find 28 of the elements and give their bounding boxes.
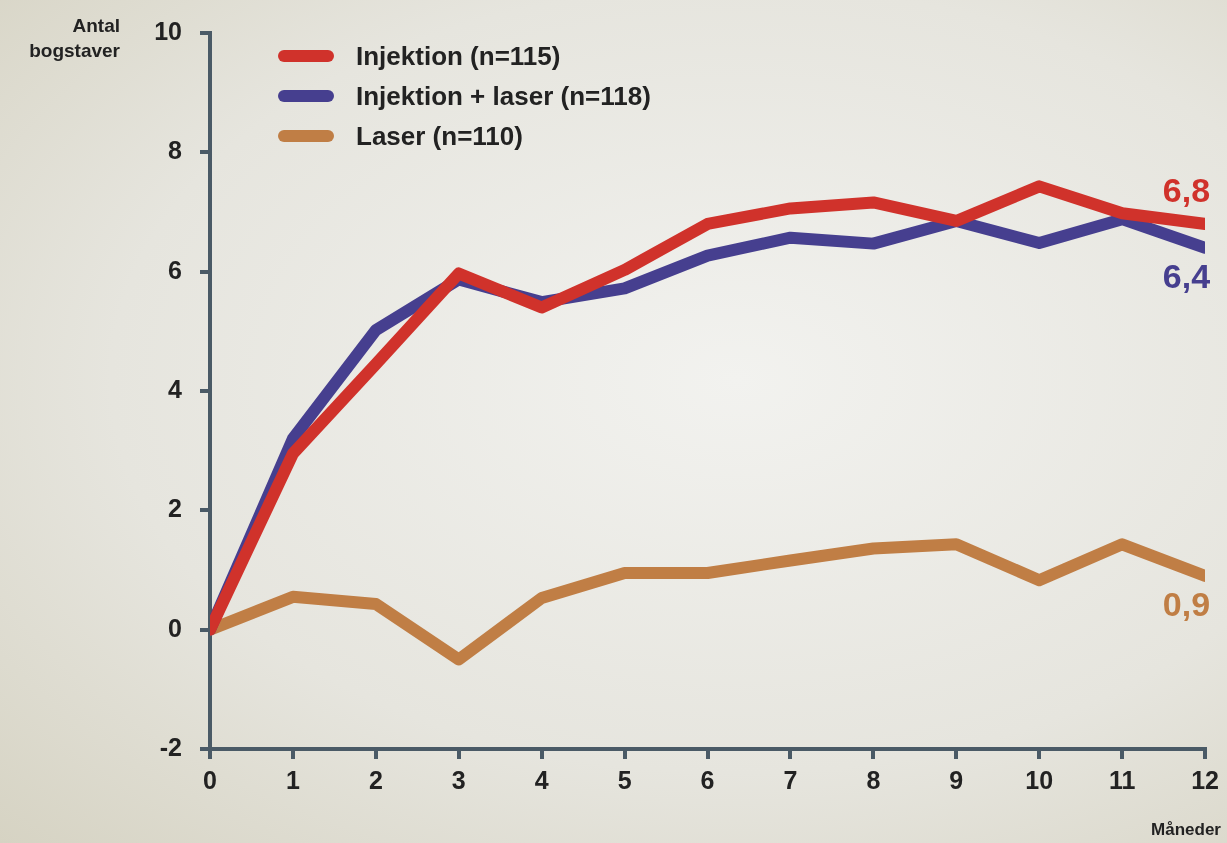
x-tick-label: 11 [1108,765,1136,794]
data-label: 6,8 [1162,171,1211,210]
y-tick-label: 2 [168,494,182,523]
y-tick-label: 8 [168,136,183,165]
x-tick-label: 1 [285,765,300,794]
x-tick-label: 0 [203,765,217,794]
x-tick-label: 2 [368,765,383,794]
data-label: 0,9 [1162,585,1211,624]
x-tick-label: 4 [534,765,549,794]
x-tick-label: 12 [1191,765,1219,794]
x-tick-label: 9 [949,765,964,794]
x-tick-label: 7 [783,765,798,794]
y-tick-label: 0 [168,613,182,642]
x-axis-title: Måneder [1151,820,1221,840]
y-tick-label: 4 [168,374,183,403]
x-tick-label: 3 [451,765,466,794]
legend-label: Injektion (n=115) [356,40,561,72]
x-tick-label: 8 [866,765,881,794]
data-label: 6,4 [1162,257,1211,296]
legend-label: Laser (n=110) [356,120,523,152]
x-tick-label: 10 [1025,765,1054,794]
y-tick-label: -2 [159,732,182,761]
legend-label: Injektion + laser (n=118) [356,80,651,112]
y-axis-title: Antal bogstaver [28,14,120,63]
y-tick-label: 10 [154,16,182,45]
y-tick-label: 6 [168,255,182,284]
x-tick-label: 6 [700,765,715,794]
x-tick-label: 5 [617,765,632,794]
